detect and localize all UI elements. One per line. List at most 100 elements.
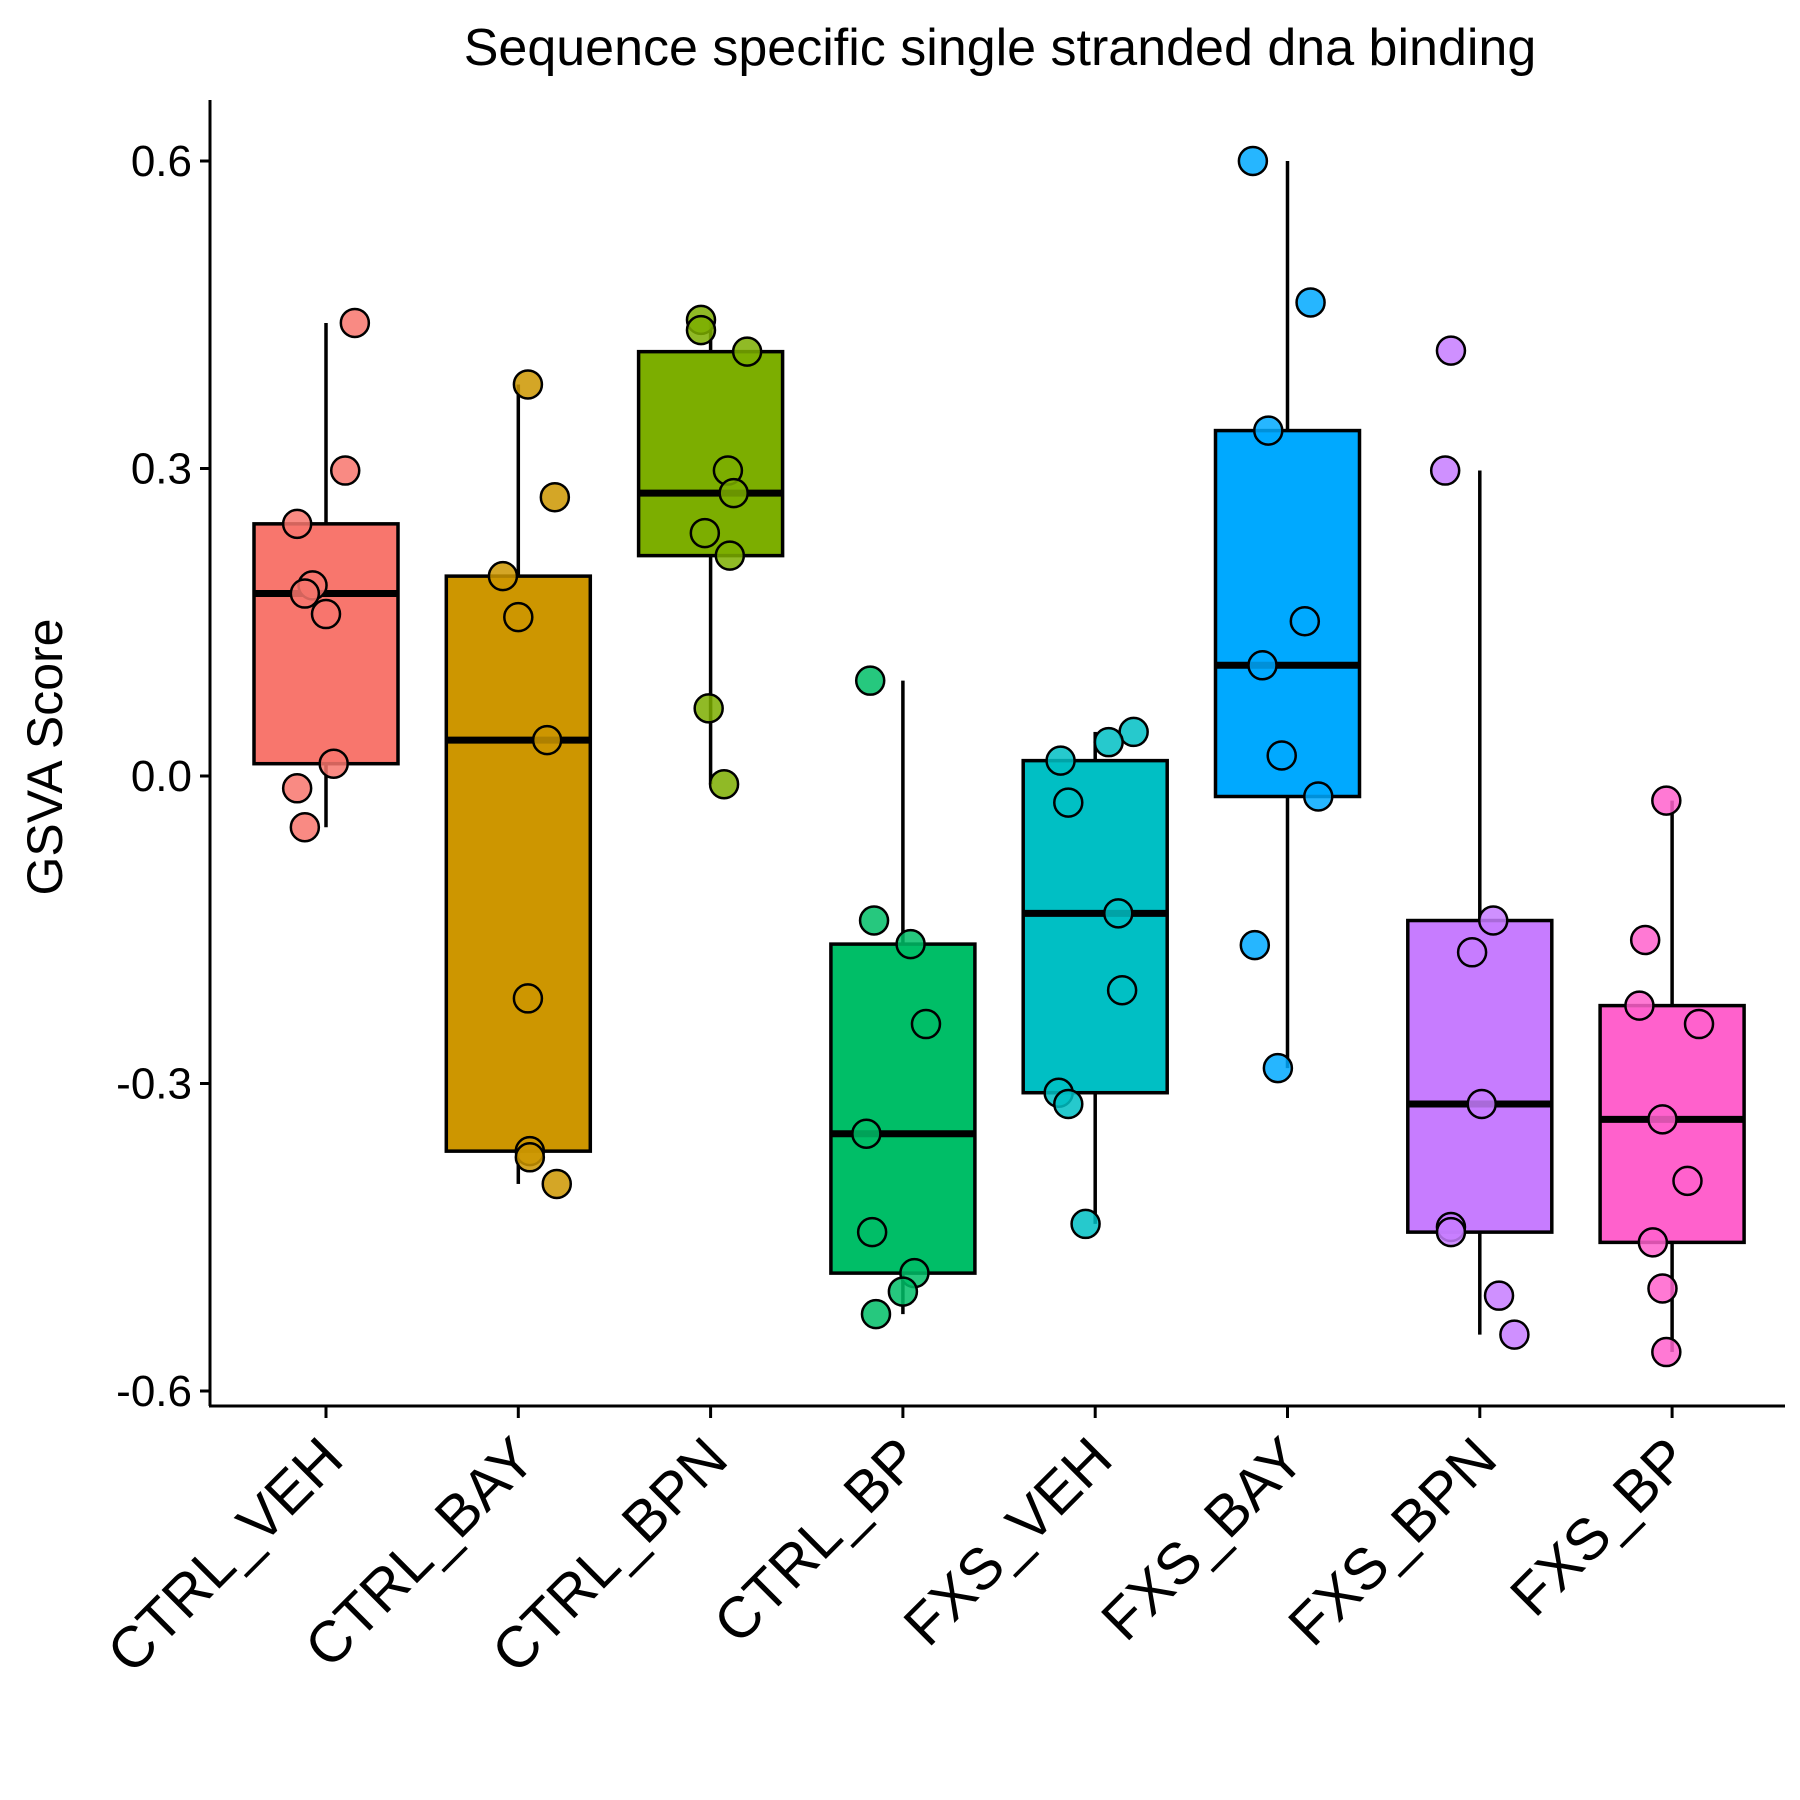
y-tick-label: 0.3 bbox=[131, 445, 192, 494]
data-point bbox=[281, 508, 313, 540]
box-CTRL_VEH bbox=[252, 322, 400, 828]
data-point bbox=[514, 1142, 546, 1173]
data-point bbox=[1647, 1104, 1678, 1135]
data-point bbox=[1247, 650, 1278, 681]
box-CTRL_BP bbox=[829, 680, 977, 1315]
box-CTRL_BPN bbox=[636, 319, 785, 785]
data-point bbox=[1239, 929, 1271, 961]
data-point bbox=[689, 517, 721, 549]
data-point bbox=[318, 748, 349, 779]
data-point bbox=[1629, 924, 1661, 956]
data-point bbox=[1435, 1216, 1467, 1248]
data-point bbox=[1435, 335, 1467, 366]
data-point bbox=[281, 773, 313, 804]
y-axis-label: GSVA Score bbox=[17, 619, 73, 896]
data-point bbox=[487, 560, 519, 592]
data-point bbox=[339, 307, 371, 339]
points-FXS_BP bbox=[1624, 785, 1715, 1368]
data-point bbox=[539, 481, 571, 513]
data-point bbox=[541, 1168, 573, 1200]
data-point bbox=[1053, 1088, 1084, 1120]
x-tick-label: CTRL_BP bbox=[702, 1425, 933, 1656]
data-point bbox=[329, 455, 361, 486]
y-tick-label: -0.6 bbox=[116, 1367, 192, 1416]
data-point bbox=[1253, 415, 1284, 446]
box-body bbox=[1406, 918, 1554, 1234]
y-tick-label: -0.3 bbox=[116, 1060, 192, 1109]
data-point bbox=[503, 601, 534, 633]
box-FXS_BP bbox=[1598, 800, 1746, 1353]
data-point bbox=[1456, 937, 1488, 968]
data-point bbox=[714, 540, 746, 571]
points-FXS_BAY bbox=[1237, 145, 1334, 1084]
points-CTRL_BP bbox=[851, 665, 942, 1330]
data-point bbox=[1103, 898, 1134, 929]
data-point bbox=[289, 578, 321, 609]
points-CTRL_BAY bbox=[487, 369, 573, 1200]
data-point bbox=[1683, 1008, 1715, 1040]
data-point bbox=[731, 336, 763, 367]
box-FXS_BAY bbox=[1213, 161, 1362, 1069]
chart-title: Sequence specific single stranded dna bi… bbox=[464, 19, 1537, 77]
y-tick-label: 0.0 bbox=[131, 752, 192, 801]
data-point bbox=[860, 1298, 892, 1330]
data-point bbox=[693, 693, 724, 724]
data-point bbox=[685, 314, 717, 346]
x-ticks: CTRL_VEHCTRL_BAYCTRL_BPNCTRL_BPFXS_VEHFX… bbox=[95, 1406, 1701, 1685]
data-point bbox=[1499, 1319, 1530, 1350]
x-tick-label: FXS_BPN bbox=[1276, 1425, 1509, 1658]
data-point bbox=[1478, 905, 1509, 936]
points-CTRL_BPN bbox=[685, 304, 763, 800]
box-FXS_BPN bbox=[1406, 470, 1554, 1335]
data-point bbox=[858, 905, 890, 936]
data-point bbox=[856, 1216, 888, 1248]
data-point bbox=[1647, 1273, 1678, 1304]
data-point bbox=[1429, 455, 1461, 486]
data-point bbox=[910, 1008, 942, 1040]
data-point bbox=[1266, 740, 1297, 771]
box-body bbox=[1213, 428, 1362, 799]
box-FXS_VEH bbox=[1021, 731, 1169, 1224]
data-point bbox=[1303, 781, 1334, 812]
y-tick-label: 0.6 bbox=[131, 137, 192, 186]
box-body bbox=[444, 574, 593, 1153]
data-point bbox=[1624, 990, 1655, 1021]
data-point bbox=[1651, 785, 1682, 816]
data-point bbox=[895, 928, 926, 960]
x-tick-label: FXS_BP bbox=[1498, 1425, 1701, 1628]
data-point bbox=[1672, 1165, 1703, 1197]
points-FXS_BPN bbox=[1429, 335, 1530, 1350]
data-point bbox=[1070, 1208, 1101, 1240]
x-tick-label: FXS_VEH bbox=[892, 1425, 1125, 1658]
points-CTRL_VEH bbox=[281, 307, 371, 843]
y-ticks: 0.6 0.3 0.0 -0.3 -0.6 bbox=[116, 137, 210, 1416]
box-body bbox=[252, 522, 400, 766]
data-point bbox=[1289, 605, 1321, 637]
data-point bbox=[1262, 1052, 1294, 1084]
data-point bbox=[1637, 1227, 1669, 1258]
data-point bbox=[1483, 1280, 1515, 1311]
data-point bbox=[718, 477, 749, 509]
axes bbox=[208, 100, 1785, 1408]
box-body bbox=[829, 942, 977, 1275]
data-point bbox=[1106, 974, 1138, 1006]
data-point bbox=[289, 812, 321, 843]
data-point bbox=[708, 768, 740, 800]
box-body bbox=[636, 349, 785, 558]
data-point bbox=[1237, 145, 1269, 177]
box-CTRL_BAY bbox=[444, 384, 593, 1184]
data-point bbox=[531, 724, 563, 756]
data-point bbox=[1053, 787, 1084, 818]
data-point bbox=[310, 598, 342, 630]
data-point bbox=[512, 369, 544, 400]
data-point bbox=[512, 983, 544, 1014]
data-point bbox=[854, 665, 886, 696]
data-point bbox=[887, 1276, 919, 1307]
points-FXS_VEH bbox=[1043, 716, 1149, 1240]
data-point bbox=[1093, 726, 1124, 758]
plot-area bbox=[252, 145, 1746, 1368]
data-point bbox=[851, 1118, 882, 1149]
data-point bbox=[1466, 1088, 1497, 1120]
box-body bbox=[1021, 758, 1169, 1095]
